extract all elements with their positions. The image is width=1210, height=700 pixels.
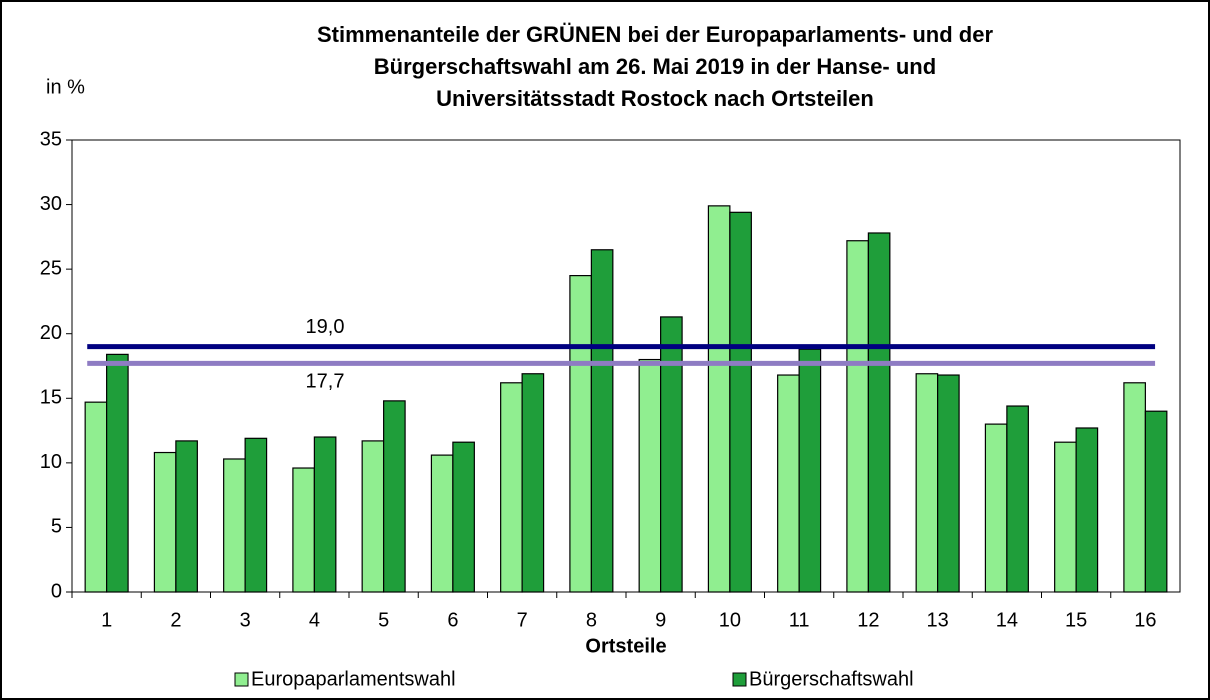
- chart-title: Stimmenanteile der GRÜNEN bei der Europa…: [317, 22, 993, 47]
- x-tick-label: 13: [927, 609, 949, 631]
- x-tick-label: 1: [101, 609, 112, 631]
- legend-swatch: [732, 672, 747, 687]
- reference-label: 17,7: [306, 371, 345, 393]
- x-tick-label: 16: [1134, 609, 1156, 631]
- y-tick-label: 20: [40, 322, 62, 344]
- bar: [569, 275, 592, 593]
- bar: [777, 374, 800, 593]
- x-tick-label: 10: [719, 609, 741, 631]
- bar: [430, 454, 454, 593]
- bar: [1006, 405, 1029, 593]
- x-tick-label: 12: [857, 609, 879, 631]
- y-tick-label: 5: [51, 516, 62, 538]
- bar: [798, 348, 822, 593]
- bar: [361, 440, 385, 593]
- bar: [1123, 382, 1146, 593]
- y-tick-label: 30: [40, 193, 62, 215]
- x-tick-label: 6: [447, 609, 458, 631]
- bar: [846, 240, 869, 593]
- y-tick-label: 0: [51, 580, 62, 602]
- y-axis-label: in %: [46, 76, 85, 98]
- x-tick-label: 9: [655, 609, 666, 631]
- x-tick-label: 7: [517, 609, 528, 631]
- bar: [175, 440, 198, 593]
- bar: [590, 249, 614, 593]
- bar: [223, 458, 246, 593]
- bar: [915, 373, 939, 593]
- x-tick-label: 8: [586, 609, 597, 631]
- bar: [84, 401, 108, 593]
- bar: [638, 358, 662, 593]
- legend-label: Bürgerschaftswahl: [749, 668, 914, 690]
- y-tick-label: 25: [40, 257, 62, 279]
- bar: [984, 423, 1008, 593]
- bar: [1144, 410, 1168, 593]
- bar: [500, 382, 523, 593]
- bar: [452, 441, 475, 593]
- x-tick-label: 3: [240, 609, 251, 631]
- x-tick-label: 15: [1065, 609, 1087, 631]
- bar: [937, 374, 960, 593]
- bar: [660, 316, 683, 593]
- bar: [244, 437, 268, 593]
- x-tick-label: 5: [378, 609, 389, 631]
- bar: [1075, 427, 1099, 593]
- chart-title: Universitätsstadt Rostock nach Ortsteile…: [436, 86, 874, 111]
- bar: [106, 353, 129, 593]
- bar: [383, 400, 406, 593]
- x-tick-label: 4: [309, 609, 320, 631]
- y-tick-label: 15: [40, 387, 62, 409]
- y-tick-label: 10: [40, 451, 62, 473]
- x-tick-label: 14: [996, 609, 1018, 631]
- reference-label: 19,0: [306, 316, 345, 338]
- x-tick-label: 2: [170, 609, 181, 631]
- y-tick-label: 35: [40, 128, 62, 150]
- bar: [153, 451, 177, 593]
- bar: [292, 467, 315, 593]
- x-axis-label: Ortsteile: [585, 635, 666, 657]
- x-tick-label: 11: [789, 609, 810, 631]
- bar: [729, 211, 752, 593]
- legend-label: Europaparlamentswahl: [251, 668, 456, 690]
- bar: [707, 205, 731, 593]
- legend-swatch: [234, 672, 249, 687]
- bar: [867, 232, 891, 593]
- bar: [521, 373, 545, 593]
- bar: [1054, 441, 1077, 593]
- bar: [313, 436, 337, 593]
- chart-title: Bürgerschaftswahl am 26. Mai 2019 in der…: [374, 54, 936, 79]
